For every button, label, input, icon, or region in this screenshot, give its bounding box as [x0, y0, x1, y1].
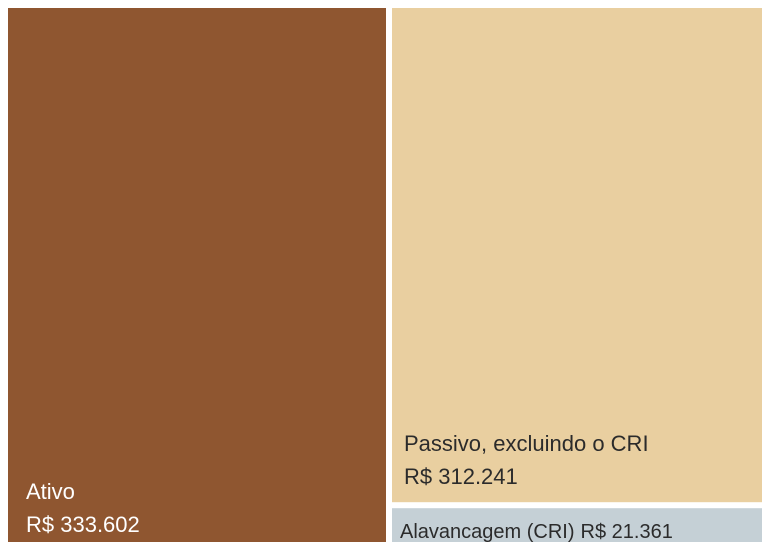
tile-label: Ativo: [26, 479, 75, 504]
tile-label: Passivo, excluindo o CRI: [404, 431, 649, 456]
tile-value-label: R$ 333.602: [26, 512, 140, 537]
tile: [392, 508, 762, 542]
tile: [8, 8, 386, 542]
tile-value-label: R$ 312.241: [404, 464, 518, 489]
tile-label: Alavancagem (CRI): [400, 521, 575, 543]
tile: [392, 8, 762, 503]
tile-value-label: R$ 21.361: [581, 521, 673, 543]
